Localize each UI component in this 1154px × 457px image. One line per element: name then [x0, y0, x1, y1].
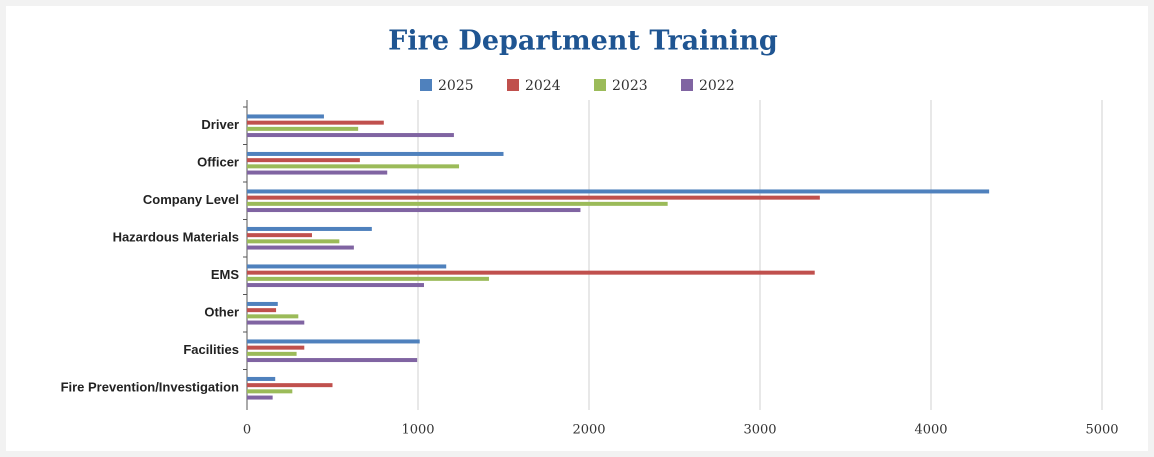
bar [247, 270, 815, 275]
y-tick-label: Facilities [183, 342, 239, 357]
bar [247, 345, 305, 350]
bar [247, 239, 340, 244]
bar [247, 358, 418, 363]
legend-swatch [420, 79, 432, 91]
y-tick-label: Driver [201, 117, 239, 132]
bar [247, 208, 581, 213]
x-tick-label: 4000 [914, 423, 947, 438]
y-tick-label: Hazardous Materials [113, 230, 239, 245]
bar [247, 283, 424, 288]
bar [247, 164, 460, 169]
panel [6, 6, 1148, 451]
bar [247, 320, 305, 325]
bar [247, 301, 278, 306]
bar [247, 376, 276, 381]
bar [247, 314, 299, 319]
bar [247, 170, 388, 175]
bar [247, 395, 273, 400]
bar [247, 226, 372, 231]
x-tick-label: 5000 [1085, 423, 1118, 438]
x-tick-label: 3000 [743, 423, 776, 438]
x-tick-label: 0 [243, 423, 251, 438]
bar [247, 133, 454, 138]
y-tick-label: EMS [211, 267, 240, 282]
legend-label: 2025 [438, 78, 474, 94]
bar [247, 120, 384, 125]
bar [247, 126, 359, 131]
bar [247, 189, 990, 194]
bar [247, 245, 354, 250]
bar [247, 114, 324, 119]
bar [247, 351, 297, 356]
x-tick-label: 1000 [401, 423, 434, 438]
bar [247, 264, 447, 269]
y-tick-label: Fire Prevention/Investigation [61, 380, 239, 395]
bar [247, 201, 668, 206]
bar [247, 151, 504, 156]
y-tick-label: Officer [197, 155, 239, 170]
bar [247, 339, 420, 344]
legend-label: 2024 [525, 78, 561, 94]
bar [247, 233, 312, 238]
x-tick-label: 2000 [572, 423, 605, 438]
legend-label: 2022 [699, 78, 735, 94]
legend-swatch [507, 79, 519, 91]
bar [247, 276, 489, 281]
bar [247, 195, 820, 200]
bar [247, 308, 277, 313]
legend-swatch [681, 79, 693, 91]
y-tick-label: Company Level [143, 192, 239, 207]
bar [247, 383, 333, 388]
chart-title: Fire Department Training [388, 26, 778, 57]
y-tick-label: Other [204, 305, 239, 320]
bar [247, 389, 293, 394]
legend-label: 2023 [612, 78, 648, 94]
legend-swatch [594, 79, 606, 91]
bar [247, 158, 360, 163]
